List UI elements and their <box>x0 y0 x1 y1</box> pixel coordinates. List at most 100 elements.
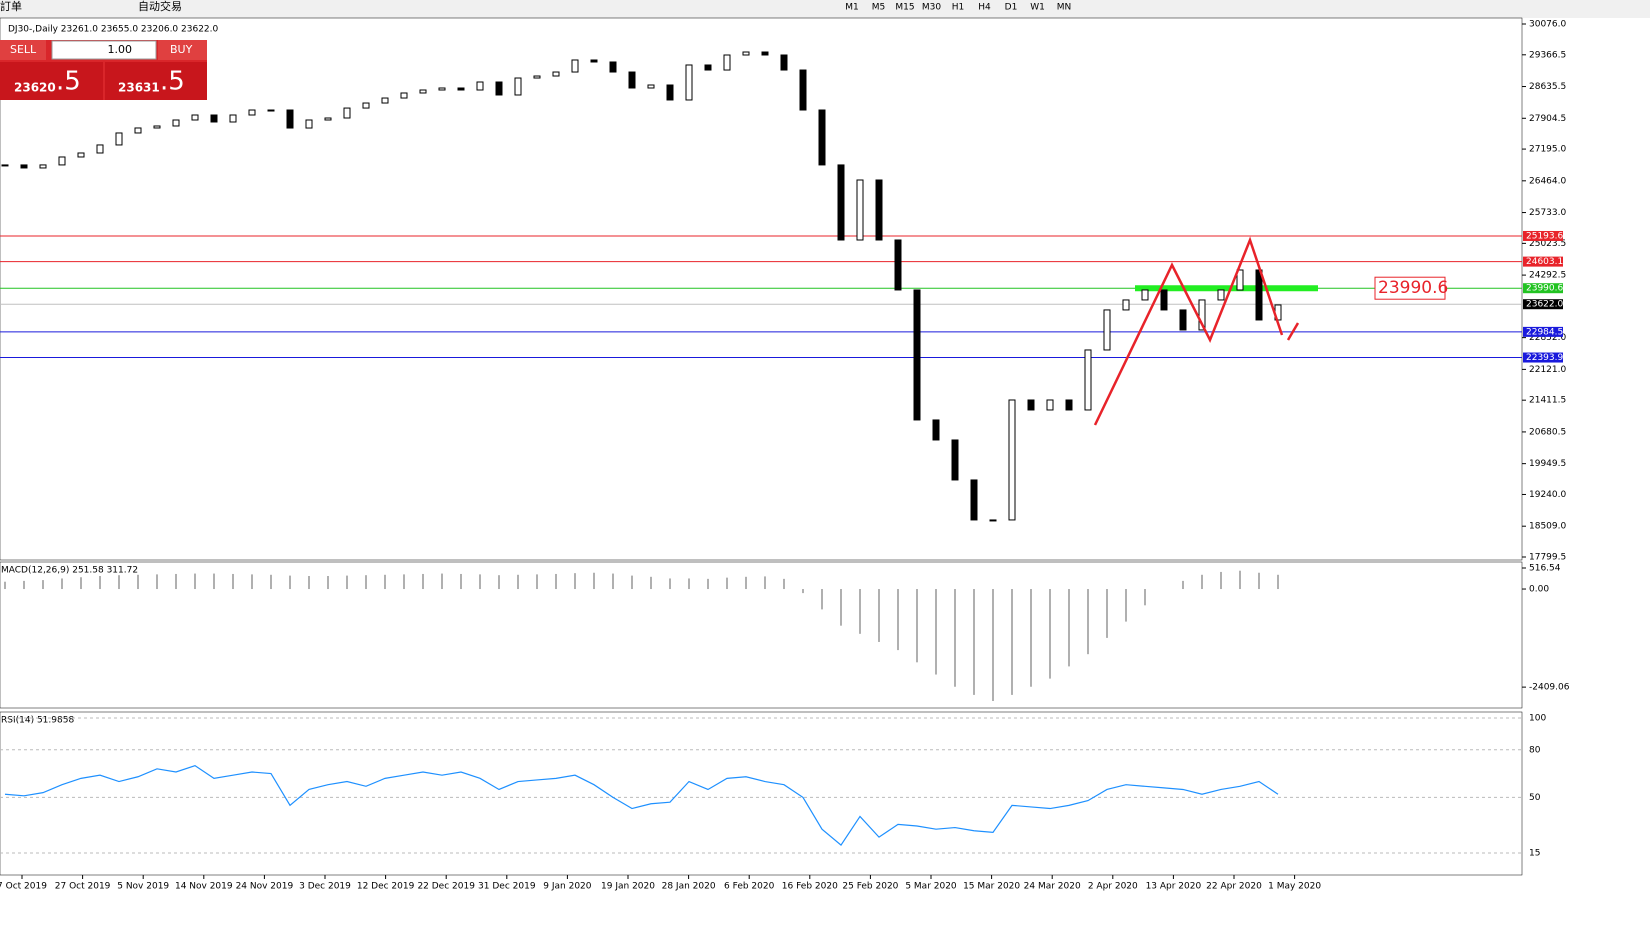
sell-text[interactable]: SELL <box>10 43 37 56</box>
trade-panel: SELL 1.00 BUY 23620 .5 23631 .5 <box>0 40 207 100</box>
candle <box>134 127 142 134</box>
zigzag-arrow <box>1093 236 1284 426</box>
y-tick-label: 30076.0 <box>1529 20 1566 30</box>
candle <box>723 54 731 71</box>
candle <box>1027 399 1035 411</box>
candle <box>837 164 845 241</box>
y-tick-label: 15 <box>1529 849 1540 859</box>
candle <box>1255 269 1263 321</box>
date-label: 15 Mar 2020 <box>963 882 1020 892</box>
candle <box>590 59 598 63</box>
candle <box>1236 269 1244 291</box>
date-label: 14 Nov 2019 <box>175 882 233 892</box>
y-tick-label: 25023.5 <box>1529 239 1566 249</box>
y-tick-label: 27904.5 <box>1529 114 1566 124</box>
candle <box>1046 399 1054 411</box>
timeframe-button[interactable]: H1 <box>952 3 965 13</box>
buy-pip[interactable]: .5 <box>160 67 185 97</box>
candle <box>381 97 389 104</box>
timeframe-button[interactable]: M15 <box>895 3 914 13</box>
timeframe-button[interactable]: MN <box>1057 3 1072 13</box>
sell-quote[interactable] <box>0 62 103 100</box>
current-price-label: 23622.0 <box>1526 300 1563 310</box>
date-label: 24 Mar 2020 <box>1024 882 1081 892</box>
current-price-tag <box>1523 299 1563 310</box>
timeframe-button[interactable]: H4 <box>978 3 991 13</box>
date-label: 28 Jan 2020 <box>662 882 716 892</box>
candle <box>685 64 693 101</box>
buy-button[interactable] <box>158 40 207 60</box>
macd-pane <box>0 561 1523 709</box>
candle <box>248 109 256 116</box>
candle <box>153 125 161 129</box>
sell-pip[interactable]: .5 <box>56 67 81 97</box>
date-label: 22 Dec 2019 <box>417 882 475 892</box>
timeframe-button[interactable]: W1 <box>1030 3 1045 13</box>
candle <box>267 109 275 112</box>
candle <box>1084 349 1092 411</box>
candle <box>20 164 28 169</box>
candle <box>96 144 104 154</box>
order-button[interactable]: 訂单 <box>0 0 22 13</box>
y-tick-label: 27195.0 <box>1529 145 1566 155</box>
candle <box>799 69 807 111</box>
candle <box>1141 289 1149 301</box>
candle <box>647 84 655 89</box>
candle <box>476 81 484 91</box>
autotrade-button[interactable]: 自动交易 <box>138 0 182 13</box>
candle <box>1160 289 1168 311</box>
annotation: 23990.6 <box>1378 278 1448 298</box>
arrows <box>1093 236 1300 426</box>
candle <box>495 81 503 96</box>
candle <box>210 114 218 123</box>
candle <box>362 102 370 109</box>
candle <box>609 61 617 73</box>
candle <box>533 75 541 79</box>
date-label: 7 Oct 2019 <box>0 882 47 892</box>
lot-text[interactable]: 1.00 <box>108 43 133 56</box>
candle <box>1103 309 1111 351</box>
date-label: 25 Feb 2020 <box>842 882 898 892</box>
candle <box>343 107 351 119</box>
y-tick-label: 19949.5 <box>1529 459 1566 469</box>
candle <box>1179 309 1187 331</box>
date-label: 12 Dec 2019 <box>357 882 415 892</box>
candle <box>704 64 712 71</box>
y-tick-label: 22852.0 <box>1529 333 1566 343</box>
candle <box>39 164 47 169</box>
timeframe-button[interactable]: D1 <box>1005 3 1018 13</box>
candle <box>305 119 313 129</box>
timeframe-button[interactable]: M30 <box>922 3 941 13</box>
candle <box>1122 299 1130 311</box>
y-tick-label: 100 <box>1529 714 1546 724</box>
y-tick-label: 24292.5 <box>1529 271 1566 281</box>
rsi-line <box>4 764 1279 846</box>
sell-price[interactable]: 23620 <box>14 81 56 95</box>
buy-quote[interactable] <box>105 62 207 100</box>
level-label: 24603.1 <box>1526 257 1563 267</box>
candle <box>286 109 294 129</box>
candle <box>1198 299 1206 331</box>
date-label: 1 May 2020 <box>1268 882 1321 892</box>
buy-price[interactable]: 23631 <box>118 81 160 95</box>
candle <box>894 239 902 291</box>
rsi-label: RSI(14) 51.9858 <box>1 716 74 726</box>
candle <box>58 156 66 166</box>
timeframe-button[interactable]: M1 <box>845 3 859 13</box>
y-tick-label: 516.54 <box>1529 564 1561 574</box>
level-tag <box>1523 256 1563 267</box>
candle <box>856 179 864 241</box>
date-label: 31 Dec 2019 <box>478 882 536 892</box>
timeframe-button[interactable]: M5 <box>872 3 886 13</box>
y-tick-label: 80 <box>1529 745 1541 755</box>
buy-text[interactable]: BUY <box>170 43 193 56</box>
date-label: 3 Dec 2019 <box>299 882 351 892</box>
sell-button[interactable] <box>0 40 46 60</box>
candle <box>191 114 199 121</box>
y-tick-label: 25733.0 <box>1529 208 1566 218</box>
toolbar <box>0 0 1650 18</box>
candle <box>172 119 180 127</box>
y-tick-label: 18509.0 <box>1529 522 1566 532</box>
candle <box>761 51 769 56</box>
lot-input[interactable] <box>51 40 157 60</box>
